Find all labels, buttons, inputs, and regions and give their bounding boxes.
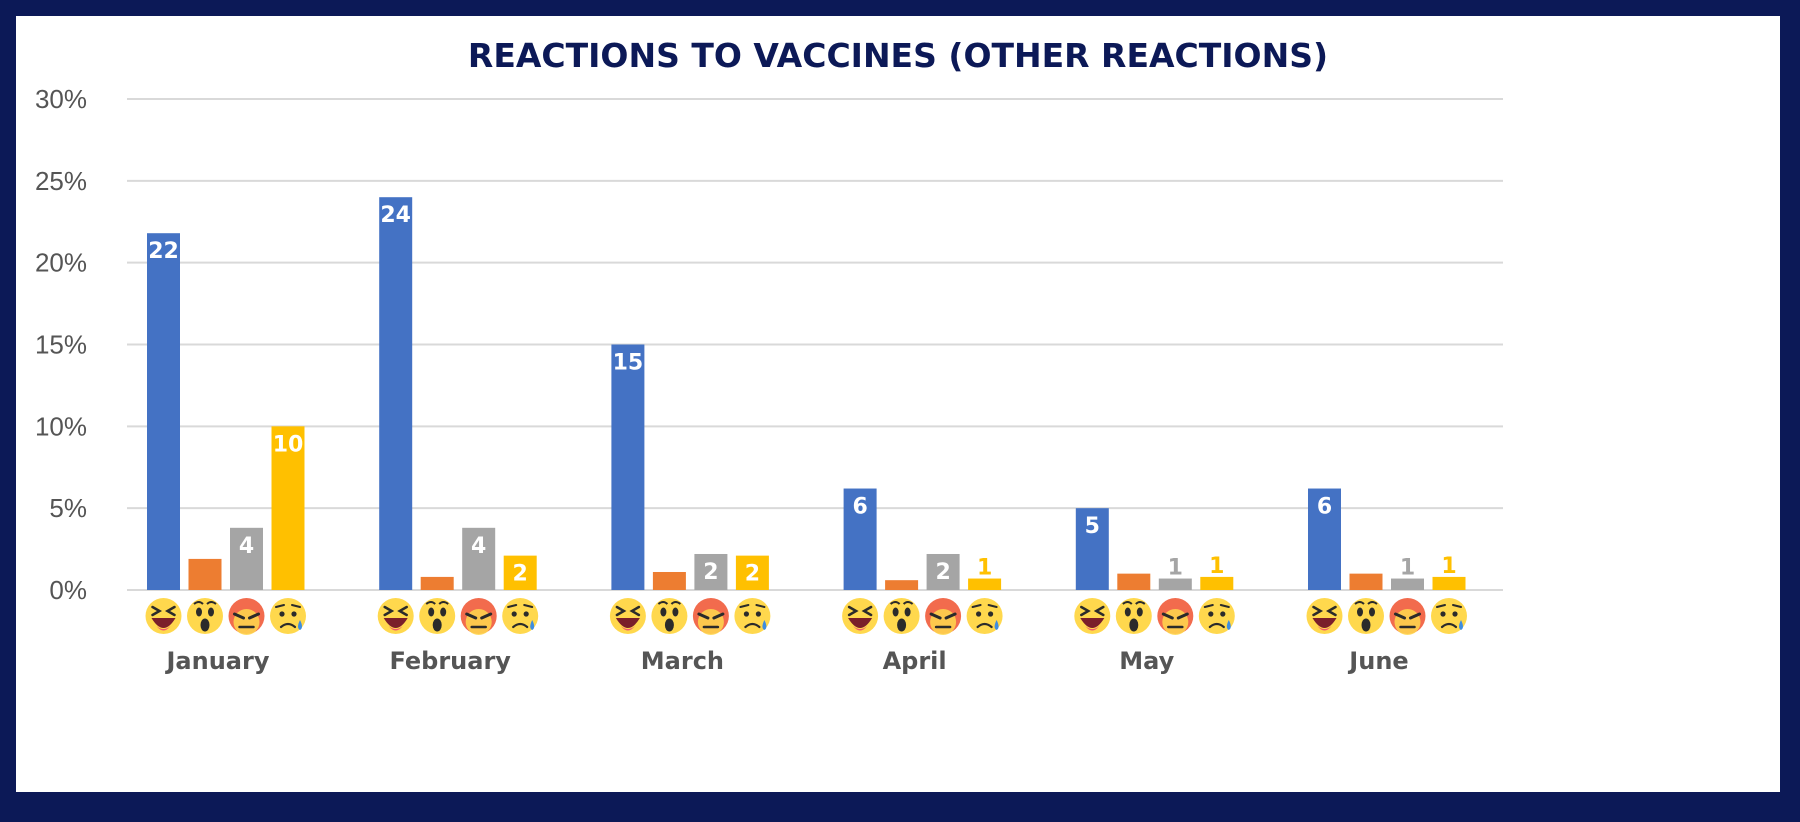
sad-emoji-icon <box>502 598 539 634</box>
data-label: 22 <box>148 239 179 264</box>
angry-emoji-icon <box>925 598 962 635</box>
bar <box>1349 573 1383 590</box>
bar <box>1432 576 1466 590</box>
data-label: 4 <box>239 534 254 559</box>
y-tick-label: 25% <box>35 166 87 196</box>
bar <box>147 233 180 590</box>
x-axis-label: June <box>1347 647 1408 675</box>
surprised-emoji-icon <box>1348 598 1384 634</box>
bar <box>1391 578 1424 590</box>
y-tick-label: 20% <box>35 248 87 278</box>
angry-emoji-icon <box>1389 598 1426 635</box>
bar <box>420 576 454 590</box>
bar <box>735 555 769 590</box>
data-label: 10 <box>273 432 304 457</box>
laughing-emoji-icon <box>1074 598 1111 634</box>
y-tick-label: 5% <box>49 493 87 523</box>
x-axis-label: January <box>165 647 270 675</box>
surprised-emoji-icon <box>187 598 223 634</box>
bar <box>1200 576 1234 590</box>
data-label: 2 <box>703 560 718 585</box>
x-axis-labels: January February March April May June <box>165 647 1409 675</box>
data-label: 1 <box>1400 556 1415 581</box>
angry-emoji-icon <box>1157 598 1194 635</box>
laughing-emoji-icon <box>145 598 182 634</box>
data-label: 15 <box>613 351 644 376</box>
angry-emoji-icon <box>460 598 497 635</box>
bar <box>379 197 413 590</box>
bar <box>188 558 222 590</box>
y-tick-label: 10% <box>35 411 87 441</box>
x-axis-label: March <box>641 647 724 675</box>
x-axis-label: April <box>883 647 947 675</box>
bar <box>1308 488 1341 590</box>
data-label: 6 <box>1317 495 1332 520</box>
laughing-emoji-icon <box>609 598 646 634</box>
data-label: 1 <box>1168 556 1183 581</box>
surprised-emoji-icon <box>883 598 920 634</box>
bar <box>652 571 686 590</box>
bars <box>147 197 1466 590</box>
emoji-icons <box>145 598 1467 635</box>
bar <box>926 553 960 590</box>
laughing-emoji-icon <box>842 598 879 634</box>
bar <box>462 527 496 590</box>
y-tick-label: 30% <box>35 84 87 114</box>
y-axis-ticks: 0% 5% 10% 15% 20% 25% 30% <box>35 84 87 605</box>
bar <box>843 488 877 590</box>
data-label: 5 <box>1085 514 1100 539</box>
chart-frame: REACTIONS TO VACCINES (OTHER REACTIONS) … <box>16 16 1780 792</box>
bar <box>968 578 1002 590</box>
surprised-emoji-icon <box>651 598 688 634</box>
sad-emoji-icon <box>734 598 771 634</box>
chart-svg: REACTIONS TO VACCINES (OTHER REACTIONS) … <box>35 36 1503 675</box>
surprised-emoji-icon <box>1115 598 1152 634</box>
data-label: 1 <box>1209 554 1224 579</box>
data-label: 4 <box>471 534 486 559</box>
data-label: 24 <box>380 203 411 228</box>
laughing-emoji-icon <box>377 598 414 634</box>
angry-emoji-icon <box>228 598 265 635</box>
bar <box>503 555 537 590</box>
bar <box>885 580 919 590</box>
y-tick-label: 15% <box>35 330 87 360</box>
bar <box>611 344 645 590</box>
sad-emoji-icon <box>966 598 1003 634</box>
data-label: 1 <box>1441 554 1456 579</box>
data-label: 2 <box>745 562 760 587</box>
sad-emoji-icon <box>1198 598 1235 634</box>
bar <box>1158 578 1192 590</box>
data-label: 2 <box>513 562 528 587</box>
data-label: 1 <box>977 556 992 581</box>
bar <box>271 426 305 590</box>
surprised-emoji-icon <box>419 598 456 634</box>
angry-emoji-icon <box>692 598 729 635</box>
chart-title: REACTIONS TO VACCINES (OTHER REACTIONS) <box>468 36 1328 75</box>
data-label: 6 <box>852 495 867 520</box>
sad-emoji-icon <box>1431 598 1467 634</box>
bar <box>1117 573 1151 590</box>
grid-lines <box>127 98 1503 591</box>
bar <box>694 553 728 590</box>
data-label: 2 <box>935 560 950 585</box>
bar <box>230 527 263 590</box>
x-axis-label: February <box>389 647 511 675</box>
y-tick-label: 0% <box>49 575 87 605</box>
x-axis-label: May <box>1119 647 1174 675</box>
sad-emoji-icon <box>270 598 306 634</box>
laughing-emoji-icon <box>1306 598 1343 634</box>
bar <box>1075 508 1109 590</box>
